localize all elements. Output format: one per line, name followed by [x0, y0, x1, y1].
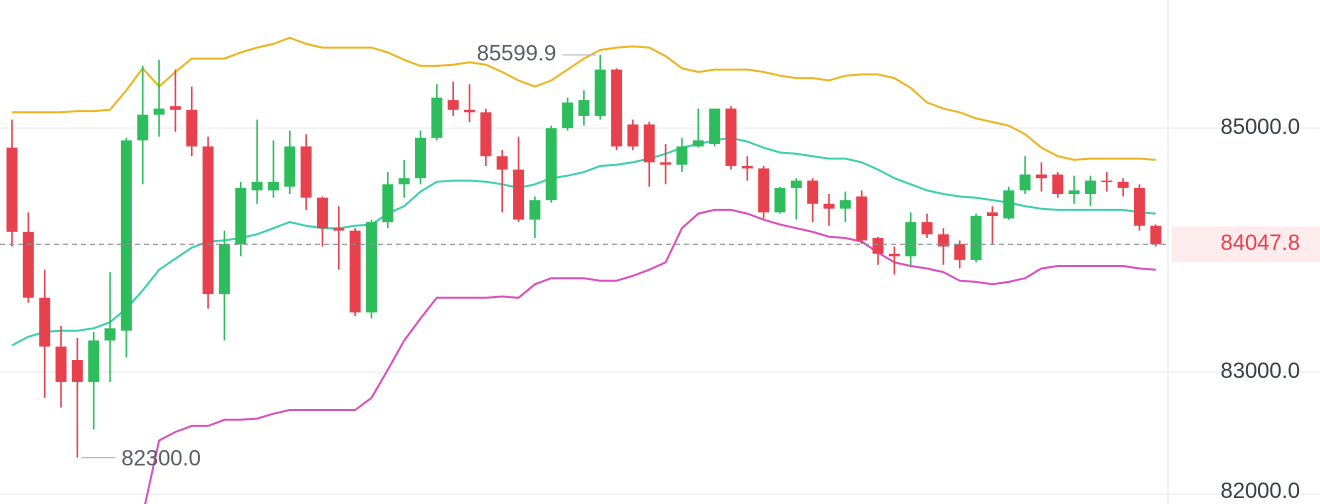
candle-body [300, 146, 312, 198]
candle-body [464, 109, 476, 113]
candle-body [382, 184, 394, 223]
candle-body [71, 360, 83, 382]
candle-body [937, 234, 949, 247]
candle-body [431, 97, 443, 138]
candle-body [921, 222, 933, 235]
candle-body [104, 328, 116, 341]
candle-body [1003, 190, 1015, 219]
candle-body [1052, 174, 1064, 195]
candle-body [823, 203, 835, 209]
candle-body [758, 168, 770, 213]
candle-body [153, 108, 165, 115]
candle-body [545, 128, 557, 201]
overlay: 84047.8 85599.9 82300.0 [0, 41, 1320, 470]
candle-body [169, 106, 181, 110]
candle-body [1117, 181, 1129, 188]
candle-body [709, 108, 721, 144]
candle-body [594, 69, 606, 116]
candle-body [22, 231, 34, 298]
candle-body [218, 244, 230, 295]
candle-body [643, 124, 655, 163]
candle-body [349, 230, 361, 313]
candle-body [137, 114, 149, 141]
candle-body [986, 212, 998, 216]
candle-body [872, 237, 884, 254]
annotation-label: 85599.9 [477, 41, 557, 66]
band-line [12, 36, 1156, 161]
candle-body [1019, 174, 1031, 191]
y-tick-label: 82000.0 [1220, 478, 1300, 503]
candle-body [496, 156, 508, 170]
candle-body [660, 162, 672, 165]
y-tick-label: 83000.0 [1220, 358, 1300, 383]
y-tick-label: 85000.0 [1220, 114, 1300, 139]
candle-body [627, 124, 639, 147]
candle-body [365, 222, 377, 313]
candle-body [333, 228, 345, 231]
candle-body [251, 181, 263, 191]
candle-body [120, 140, 132, 331]
candle-body [1035, 174, 1047, 179]
candle-body [55, 346, 67, 382]
candle-body [529, 200, 541, 220]
candle-body [692, 140, 704, 147]
candle-body [186, 109, 198, 147]
candle-body [284, 146, 296, 187]
last-price-box [1172, 226, 1320, 263]
candle-body [415, 137, 426, 179]
candle-body [725, 108, 737, 166]
candle-body [888, 253, 900, 257]
candle-body [905, 222, 917, 257]
candle-body [202, 146, 214, 295]
annotation-label: 82300.0 [121, 445, 201, 470]
candle-body [774, 187, 786, 213]
candle-body [676, 146, 688, 165]
last-price-label: 84047.8 [1220, 230, 1300, 255]
candle-body [1133, 187, 1145, 226]
candle-body [839, 200, 851, 209]
candle-body [267, 181, 279, 191]
candle-body [1150, 225, 1162, 245]
candle-body [6, 147, 18, 232]
candle-body [398, 178, 410, 185]
candle-body [970, 216, 982, 260]
candle-body [39, 297, 51, 347]
candle-body [741, 165, 753, 169]
candle-body [480, 112, 492, 157]
candle-body [807, 180, 819, 204]
candle-body [1101, 180, 1113, 183]
band-line [144, 208, 1156, 504]
candle-body [88, 340, 100, 382]
candles [6, 54, 1162, 458]
candle-body [513, 169, 525, 220]
candle-body [235, 187, 247, 245]
candle-body [316, 197, 328, 229]
candle-body [790, 180, 802, 188]
candle-body [1068, 190, 1080, 195]
candle-body [1084, 180, 1096, 195]
candle-body [578, 100, 590, 116]
candle-body [447, 100, 459, 110]
candle-body [562, 102, 574, 129]
grid: 82000.0 83000.0 85000.0 [0, 114, 1320, 503]
candle-body [856, 196, 868, 241]
candle-body [611, 69, 623, 147]
candle-body [954, 244, 966, 260]
